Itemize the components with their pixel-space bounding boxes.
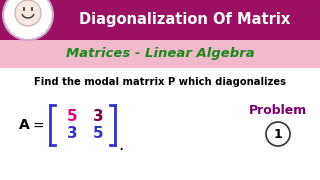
Text: 3: 3	[67, 126, 77, 141]
Text: Find the modal matrrix P which diagonalizes: Find the modal matrrix P which diagonali…	[34, 77, 286, 87]
Text: $\mathbf{A}$: $\mathbf{A}$	[18, 118, 31, 132]
Bar	[0, 0, 320, 40]
Text: .: .	[118, 136, 123, 154]
Circle shape	[15, 0, 41, 26]
Text: 3: 3	[93, 109, 103, 124]
Bar	[0, 40, 320, 68]
Text: 5: 5	[67, 109, 77, 124]
Text: $=$: $=$	[30, 118, 45, 132]
Text: Matrices - Linear Algebra: Matrices - Linear Algebra	[66, 47, 254, 60]
Text: Problem: Problem	[249, 103, 307, 116]
Text: Diagonalization Of Matrix: Diagonalization Of Matrix	[79, 12, 291, 27]
Text: 5: 5	[93, 126, 103, 141]
Circle shape	[3, 0, 53, 40]
Circle shape	[266, 122, 290, 146]
Text: 1: 1	[274, 127, 282, 141]
